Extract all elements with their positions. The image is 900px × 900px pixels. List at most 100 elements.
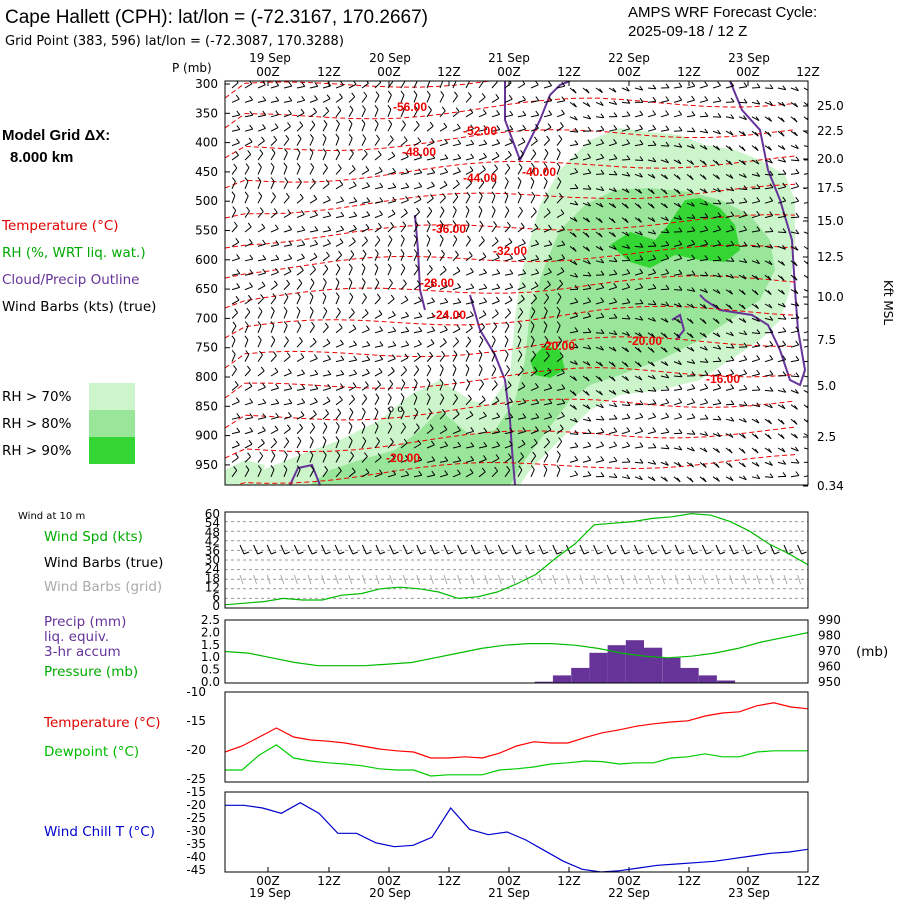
wind-barb-grid bbox=[701, 574, 706, 585]
wind-barb-flag bbox=[481, 93, 486, 98]
wind-barb bbox=[257, 430, 266, 435]
wind-barb bbox=[387, 123, 393, 132]
wind-barb-grid bbox=[511, 574, 516, 585]
wind-speed-series bbox=[225, 512, 808, 606]
wind-barb-flag bbox=[809, 313, 812, 317]
wind-barb-flag bbox=[361, 407, 366, 413]
wind-barb-flag bbox=[624, 218, 629, 223]
wind-barb-flag bbox=[677, 461, 682, 467]
wind-barb-true bbox=[416, 544, 422, 555]
wind-barb-flag bbox=[782, 85, 787, 90]
wind-barb-flag bbox=[690, 462, 694, 468]
temperature-line bbox=[225, 702, 808, 759]
wind-barb-flag bbox=[428, 264, 433, 270]
wind-barb-flag bbox=[691, 254, 696, 260]
wind-barb bbox=[647, 144, 657, 147]
wind-barb-flag bbox=[548, 383, 553, 389]
wind-barb-flag bbox=[717, 255, 722, 261]
wind-barb-flag bbox=[418, 326, 423, 332]
wind-barb-flag bbox=[232, 321, 237, 327]
wind-barb-flag bbox=[413, 90, 418, 96]
wind-barb-flag bbox=[809, 458, 812, 462]
wind-barb-flag bbox=[312, 337, 317, 343]
wind-barb-flag bbox=[625, 347, 629, 353]
wind-barb bbox=[348, 344, 357, 348]
wind-barb bbox=[361, 214, 370, 219]
wind-barb-flag bbox=[235, 151, 239, 156]
wind-barb bbox=[426, 185, 435, 190]
wind-barb bbox=[764, 358, 773, 363]
wind-barb-flag bbox=[703, 447, 708, 453]
wind-barb-flag bbox=[637, 347, 642, 353]
wind-barb-flag bbox=[691, 384, 696, 389]
wind-barb bbox=[764, 215, 773, 219]
wind-barb-flag bbox=[678, 428, 683, 434]
wind-barb-flag bbox=[652, 443, 657, 448]
pressure-ticks: 3003504004505005506006507007508008509009… bbox=[195, 77, 230, 472]
wind-barb bbox=[634, 461, 644, 464]
wind-barb bbox=[413, 343, 422, 348]
wind-barb bbox=[569, 301, 578, 305]
wind-barb bbox=[517, 385, 526, 391]
wind-barb-flag bbox=[728, 304, 733, 310]
wind-barb-flag bbox=[769, 84, 774, 89]
wind-barb-true-flag bbox=[475, 551, 481, 555]
wind-barb bbox=[478, 339, 484, 348]
wind-barb-grid bbox=[280, 574, 285, 585]
wind-barb-flag bbox=[717, 212, 722, 217]
wind-barb-flag bbox=[470, 153, 475, 159]
top-hour-label: 00Z bbox=[617, 65, 641, 79]
wind-barb-flag bbox=[402, 422, 407, 428]
wind-barb-true bbox=[443, 544, 449, 555]
wind-barb-flag bbox=[314, 210, 319, 216]
wind-barb-flag bbox=[414, 105, 419, 110]
wind-barb-flag bbox=[259, 451, 264, 457]
wind-barb-flag bbox=[574, 343, 579, 349]
wind-barb bbox=[244, 154, 252, 161]
wind-barb-flag bbox=[781, 145, 786, 150]
wind-barb bbox=[413, 411, 419, 420]
wind-barb-flag bbox=[231, 177, 236, 182]
wind-barb bbox=[608, 301, 617, 305]
wind-barb bbox=[751, 116, 760, 122]
wind-barb bbox=[322, 268, 329, 276]
wind-barb-flag bbox=[361, 277, 366, 283]
wind-barb bbox=[504, 82, 512, 89]
wind-barb-flag bbox=[544, 451, 549, 456]
wind-barb-flag bbox=[235, 295, 240, 301]
wind-barb-flag bbox=[273, 135, 278, 141]
wind-barb-flag bbox=[795, 196, 800, 202]
wind-barb bbox=[712, 130, 721, 135]
wind-barb bbox=[452, 254, 459, 262]
windchill-tick-label: -20 bbox=[186, 798, 206, 812]
wind-barb bbox=[348, 153, 354, 161]
wind-barb bbox=[556, 283, 563, 290]
wind-barb bbox=[699, 202, 708, 206]
wind-barb bbox=[283, 113, 292, 118]
wind-barb bbox=[452, 95, 458, 103]
wind-barb-flag bbox=[756, 83, 761, 88]
wind-barb bbox=[764, 87, 774, 89]
wind-barb bbox=[348, 386, 357, 391]
wind-barb-flag bbox=[795, 355, 800, 361]
wind-barb-flag bbox=[258, 191, 263, 197]
wind-barb-grid bbox=[361, 574, 366, 585]
wind-barb bbox=[478, 415, 487, 420]
wind-barb bbox=[517, 311, 524, 319]
wind-barb-flag bbox=[403, 365, 408, 371]
wind-barb-flag bbox=[427, 77, 430, 81]
iso-label-3: -48.00 bbox=[402, 145, 436, 159]
wind-barb-flag bbox=[492, 177, 497, 183]
wind-barb bbox=[322, 110, 330, 118]
wind-barb-flag bbox=[353, 211, 358, 217]
wind-barb-flag bbox=[469, 108, 474, 113]
wind-barb bbox=[335, 110, 342, 118]
height-tick-label: 7.5 bbox=[817, 333, 836, 347]
wind-barb bbox=[322, 183, 330, 190]
wind-barb-flag bbox=[574, 327, 579, 332]
wind-barb-flag bbox=[587, 168, 592, 174]
wind-barb-flag bbox=[678, 95, 683, 101]
wind-barb-flag bbox=[652, 459, 657, 465]
wind-barb bbox=[647, 317, 656, 322]
wind-barb-flag bbox=[428, 105, 432, 111]
